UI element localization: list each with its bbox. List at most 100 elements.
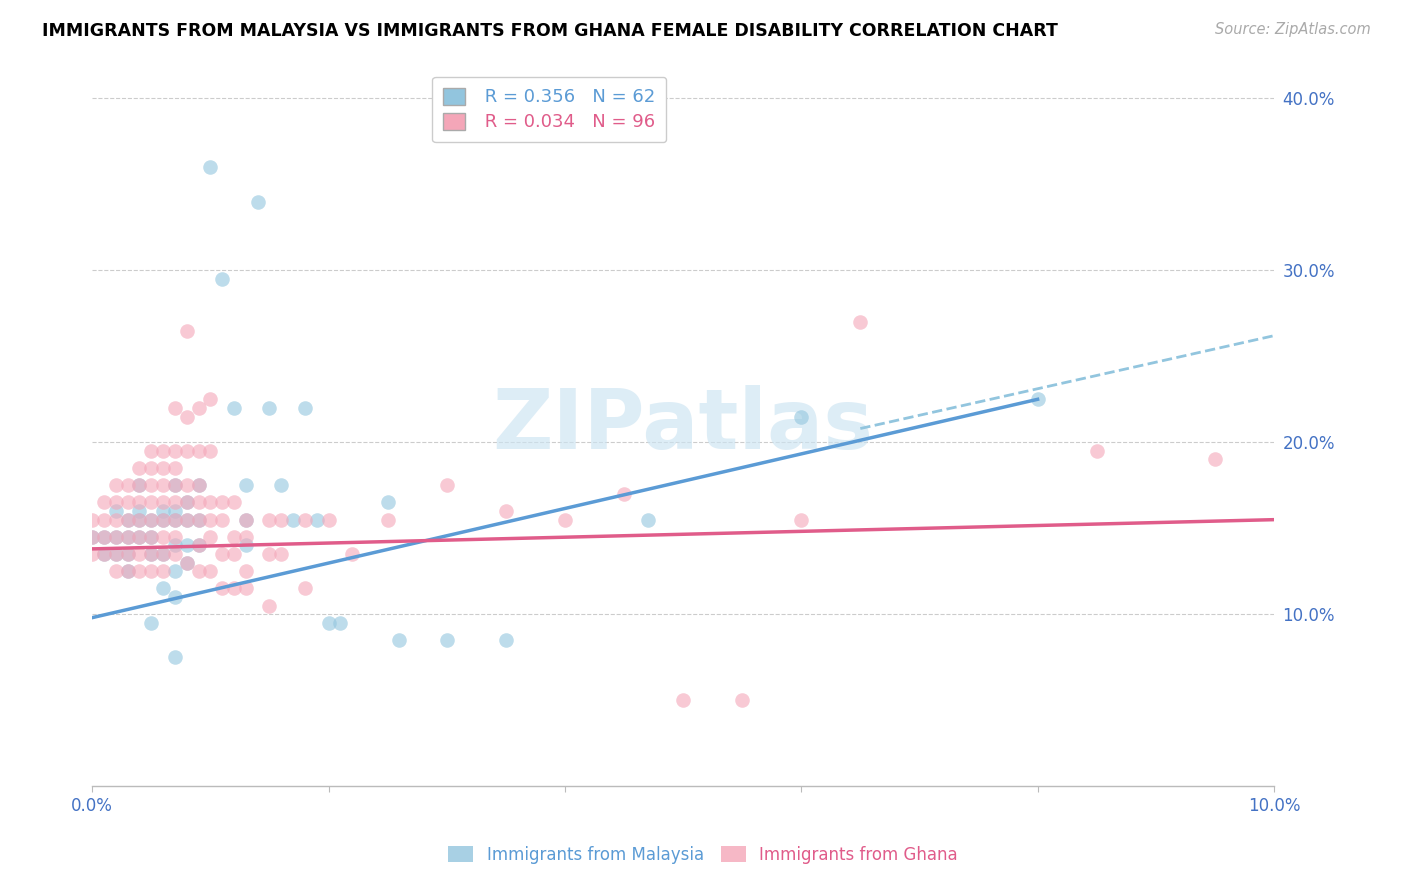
Point [211,582,233,596]
Point [790,513,813,527]
Point [259,513,281,527]
Point [318,615,340,630]
Point [187,478,209,492]
Point [270,513,292,527]
Point [163,513,186,527]
Point [613,487,636,501]
Legend:  R = 0.356   N = 62,  R = 0.034   N = 96: R = 0.356 N = 62, R = 0.034 N = 96 [432,77,666,143]
Point [176,513,198,527]
Point [672,693,695,707]
Point [163,478,186,492]
Point [128,564,150,578]
Point [281,513,304,527]
Point [259,401,281,415]
Point [176,556,198,570]
Point [141,615,163,630]
Point [128,513,150,527]
Point [141,513,163,527]
Point [141,530,163,544]
Point [128,547,150,561]
Point [152,495,174,509]
Point [152,547,174,561]
Point [163,564,186,578]
Point [377,495,399,509]
Point [554,513,576,527]
Point [495,504,517,518]
Point [104,547,127,561]
Point [176,409,198,424]
Point [104,547,127,561]
Point [222,401,245,415]
Point [235,538,257,552]
Point [104,513,127,527]
Point [849,315,872,329]
Point [790,409,813,424]
Point [141,564,163,578]
Point [235,530,257,544]
Point [141,530,163,544]
Point [163,504,186,518]
Point [211,513,233,527]
Point [93,547,115,561]
Point [163,538,186,552]
Point [187,443,209,458]
Point [117,513,139,527]
Point [152,547,174,561]
Point [436,632,458,647]
Point [128,461,150,475]
Point [141,513,163,527]
Point [200,495,222,509]
Point [187,564,209,578]
Point [152,461,174,475]
Point [235,582,257,596]
Point [305,513,328,527]
Point [176,513,198,527]
Point [82,547,104,561]
Point [163,530,186,544]
Point [152,513,174,527]
Point [200,530,222,544]
Point [211,272,233,286]
Point [152,443,174,458]
Point [163,478,186,492]
Point [340,547,363,561]
Point [246,194,269,209]
Point [495,632,517,647]
Point [637,513,659,527]
Point [235,513,257,527]
Point [141,478,163,492]
Point [211,547,233,561]
Point [152,530,174,544]
Point [294,513,316,527]
Point [318,513,340,527]
Point [163,547,186,561]
Point [128,513,150,527]
Point [176,324,198,338]
Point [436,478,458,492]
Point [93,495,115,509]
Point [141,547,163,561]
Point [235,564,257,578]
Point [222,530,245,544]
Point [163,650,186,665]
Point [259,547,281,561]
Point [117,513,139,527]
Point [163,495,186,509]
Point [187,478,209,492]
Point [176,556,198,570]
Point [329,615,352,630]
Point [235,513,257,527]
Point [104,530,127,544]
Point [82,530,104,544]
Point [222,547,245,561]
Point [176,443,198,458]
Point [117,495,139,509]
Point [141,461,163,475]
Point [1085,443,1108,458]
Point [128,530,150,544]
Point [117,530,139,544]
Point [128,478,150,492]
Point [93,530,115,544]
Point [200,564,222,578]
Point [152,513,174,527]
